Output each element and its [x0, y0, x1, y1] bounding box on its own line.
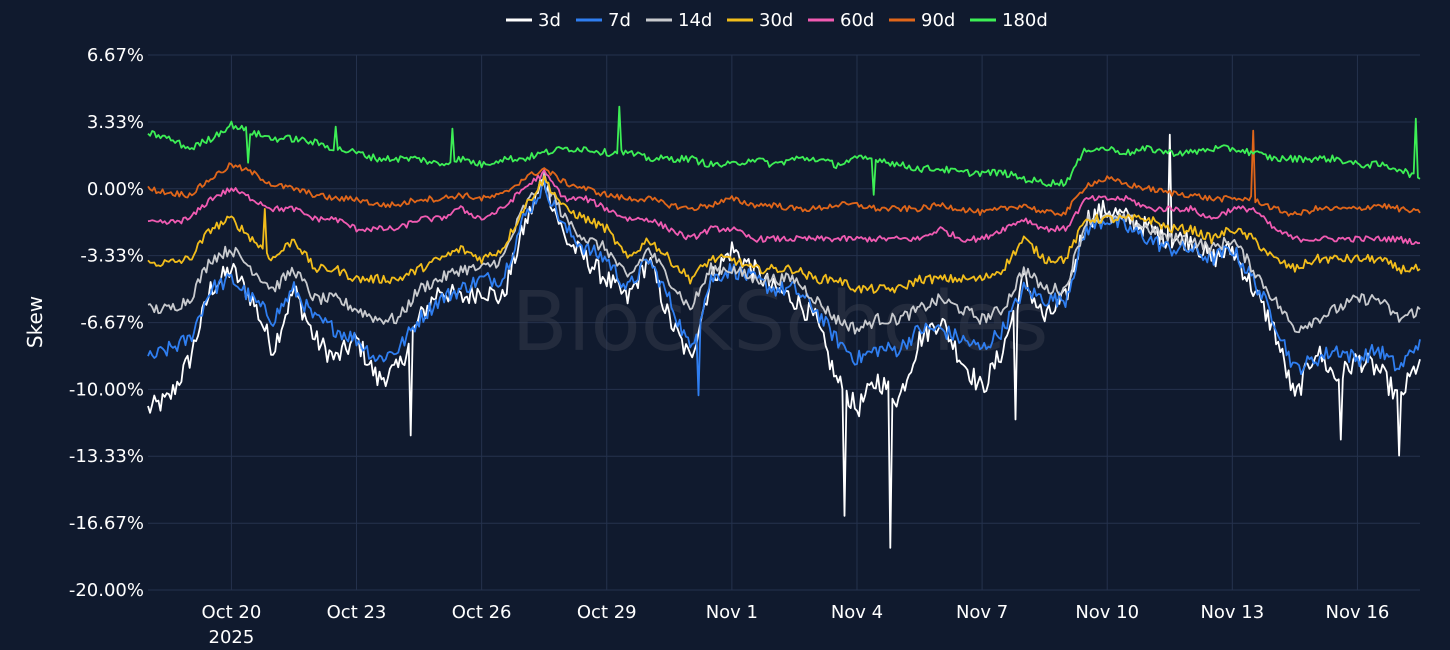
legend-item-7d[interactable]: 7d: [576, 10, 631, 31]
legend-label: 60d: [840, 10, 874, 31]
legend-item-90d[interactable]: 90d: [889, 10, 955, 31]
legend-label: 30d: [759, 10, 793, 31]
legend-item-60d[interactable]: 60d: [808, 10, 874, 31]
x-axis: Oct 20 2025 Oct 23 Oct 26 Oct 29 Nov 1 Nov 4 No…: [202, 602, 1390, 648]
y-tick-label: -6.67%: [80, 313, 144, 334]
grid: [148, 54, 1420, 591]
y-tick-label: -16.67%: [69, 513, 144, 534]
series-lines: [147, 105, 1421, 549]
series-line-180d: [147, 105, 1421, 196]
x-tick-label: Oct 26: [452, 602, 512, 623]
legend-item-14d[interactable]: 14d: [646, 10, 712, 31]
y-tick-label: -3.33%: [80, 246, 144, 267]
legend-item-180d[interactable]: 180d: [970, 10, 1048, 31]
series-line-14d: [147, 171, 1421, 335]
legend-label: 90d: [921, 10, 955, 31]
x-tick-label: Nov 7: [956, 602, 1008, 623]
y-tick-label: 6.67%: [87, 45, 144, 66]
x-tick-label: Nov 16: [1326, 602, 1390, 623]
x-tick-year-label: 2025: [209, 627, 255, 648]
series-line-30d: [147, 175, 1421, 294]
y-tick-label: -20.00%: [69, 580, 144, 601]
x-tick-label: Oct 20: [202, 602, 262, 623]
x-tick-label: Oct 29: [577, 602, 637, 623]
y-tick-label: -13.33%: [69, 446, 144, 467]
legend-item-30d[interactable]: 30d: [727, 10, 793, 31]
y-tick-label: 0.00%: [87, 179, 144, 200]
legend: 3d 7d 14d 30d 60d 90d 180d: [506, 10, 1048, 31]
y-axis: 6.67% 3.33% 0.00% -3.33% -6.67% -10.00% -13.33…: [69, 45, 144, 601]
legend-item-3d[interactable]: 3d: [506, 10, 561, 31]
x-tick-label: Nov 13: [1200, 602, 1264, 623]
legend-label: 7d: [608, 10, 631, 31]
series-line-60d: [147, 169, 1421, 245]
series-line-90d: [147, 129, 1421, 217]
x-tick-label: Nov 4: [831, 602, 883, 623]
y-tick-label: 3.33%: [87, 112, 144, 133]
y-axis-title: Skew: [23, 296, 47, 348]
legend-label: 180d: [1002, 10, 1048, 31]
x-tick-label: Oct 23: [327, 602, 387, 623]
legend-label: 3d: [538, 10, 561, 31]
legend-label: 14d: [678, 10, 712, 31]
x-tick-label: Nov 10: [1075, 602, 1139, 623]
series-line-7d: [147, 177, 1421, 397]
x-tick-label: Nov 1: [706, 602, 758, 623]
y-tick-label: -10.00%: [69, 379, 144, 400]
